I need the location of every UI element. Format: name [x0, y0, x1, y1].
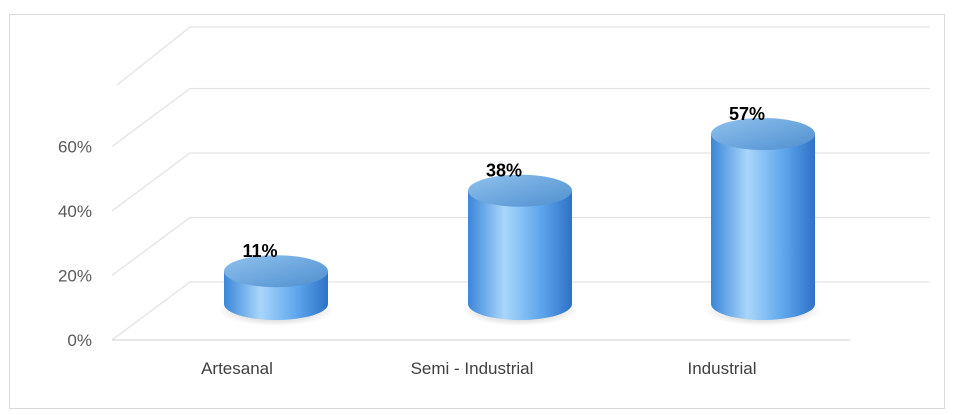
data-label: 57% [729, 104, 765, 124]
gridlines [111, 26, 930, 341]
bar-industrial: 57% [705, 104, 821, 326]
category-label: Artesanal [201, 359, 273, 378]
category-label: Industrial [688, 359, 757, 378]
gridline [111, 216, 930, 277]
bar-top [468, 174, 572, 207]
bar-artesanal: 11% [218, 241, 334, 326]
y-tick-label: 60% [58, 138, 92, 157]
bar-top [224, 255, 328, 288]
category-label: Semi - Industrial [411, 359, 534, 378]
gridline [111, 281, 930, 341]
bar-body [468, 190, 572, 320]
data-label: 11% [242, 241, 277, 261]
bar-body [711, 134, 815, 320]
bar-top [711, 118, 815, 150]
y-tick-label: 40% [58, 202, 92, 221]
gridline [111, 87, 930, 148]
x-axis-categories: Artesanal Semi - Industrial Industrial [201, 359, 756, 378]
y-tick-label: 20% [58, 267, 92, 286]
y-axis-ticks: 0% 20% 40% 60% [58, 138, 92, 351]
y-tick-label: 0% [67, 331, 92, 350]
data-label: 38% [486, 161, 522, 181]
gridline [111, 152, 930, 212]
gridline [116, 26, 930, 86]
bars: 11% 38% 57% [218, 104, 821, 326]
bar-semi-industrial: 38% [462, 161, 578, 326]
